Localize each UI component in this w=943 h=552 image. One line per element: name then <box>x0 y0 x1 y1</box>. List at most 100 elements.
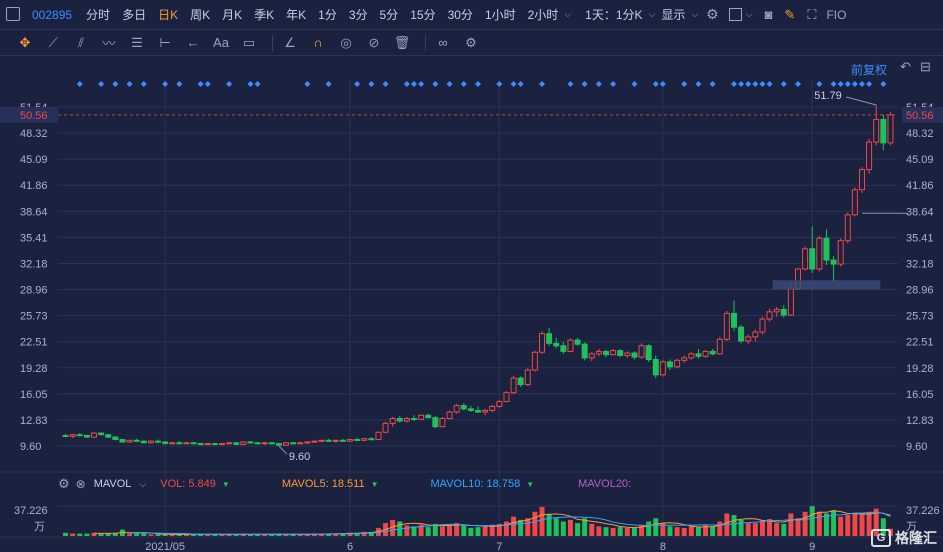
price-tick-right: 48.32 <box>906 128 934 140</box>
candle-body <box>560 345 567 352</box>
candle-body <box>745 336 752 342</box>
volume-tick-left: 37.226 <box>14 505 48 517</box>
chevron-down-icon[interactable]: ⌵ <box>139 478 147 489</box>
comment-icon[interactable]: ▭ <box>242 34 256 50</box>
volume-bar <box>77 533 83 536</box>
tab-timeframe-12[interactable]: 1小时 <box>484 8 516 22</box>
volume-bar <box>404 525 410 536</box>
tab-timeframe-9[interactable]: 5分 <box>379 8 399 22</box>
display-menu[interactable]: 显示 <box>661 8 686 22</box>
tab-timeframe-13[interactable]: 2小时 <box>527 8 559 22</box>
candle-body <box>688 353 695 359</box>
trash-icon[interactable]: 🗑 <box>393 34 411 50</box>
candle-body <box>155 440 161 443</box>
measure-tool-icon[interactable]: ⊢ <box>159 34 171 50</box>
tab-timeframe-6[interactable]: 年K <box>286 8 307 22</box>
crosshair-icon[interactable]: ✥ <box>19 34 31 50</box>
tab-timeframe-11[interactable]: 30分 <box>447 8 473 22</box>
tab-timeframe-3[interactable]: 周K <box>190 8 211 22</box>
candle-body <box>467 408 474 411</box>
event-marker <box>567 81 574 87</box>
tab-timeframe-10[interactable]: 15分 <box>410 8 436 22</box>
candle-body <box>837 240 844 265</box>
wave-tool-icon[interactable]: 〰 <box>102 36 116 51</box>
period-select[interactable]: 1天：1分K <box>585 8 643 22</box>
candle-body <box>517 377 524 386</box>
candle-body <box>873 118 880 143</box>
candle-body <box>489 405 496 411</box>
event-marker <box>204 81 211 87</box>
tab-timeframe-8[interactable]: 3分 <box>348 8 368 22</box>
sidebar-toggle-icon[interactable] <box>6 7 20 21</box>
x-tick-label: 9 <box>809 541 815 552</box>
candle-body <box>98 432 105 436</box>
candle-body <box>496 401 503 407</box>
chevron-down-icon[interactable]: ⌵ <box>564 9 572 19</box>
eye-icon[interactable]: ◎ <box>340 34 352 50</box>
volume-bar <box>660 523 666 536</box>
current-price-box-right <box>902 106 943 123</box>
chevron-down-icon[interactable]: ⌵ <box>648 9 656 19</box>
hide-icon[interactable]: ⊘ <box>368 34 380 50</box>
vol-down-icon: ▼ <box>221 479 230 489</box>
tab-timeframe-1[interactable]: 多日 <box>122 8 147 22</box>
channel-tool-icon[interactable]: ⫽ <box>78 34 84 50</box>
event-marker <box>816 81 823 87</box>
candle-body <box>290 442 297 445</box>
top-bar: 002895 分时 多日 日K 周K 月K 季K 年K 1分 3分 5分 15分… <box>0 0 943 30</box>
collapse-icon[interactable]: ⊟ <box>920 59 931 74</box>
chevron-down-icon[interactable]: ⌵ <box>745 9 753 19</box>
candle-body <box>332 439 339 442</box>
tab-timeframe-5[interactable]: 季K <box>254 8 275 22</box>
event-marker <box>659 81 666 87</box>
volume-bar <box>667 526 673 536</box>
adjust-mode-link[interactable]: 前复权 <box>851 63 888 77</box>
event-marker <box>745 81 752 87</box>
price-tick-left: 41.86 <box>20 180 48 192</box>
candle-body <box>339 439 346 442</box>
camera-icon[interactable]: ◙ <box>764 7 773 22</box>
toolbar-divider <box>272 34 273 51</box>
chevron-down-icon[interactable]: ⌵ <box>691 9 699 19</box>
tab-timeframe-2[interactable]: 日K <box>158 8 179 22</box>
line-tool-icon[interactable]: ⟋ <box>48 34 58 50</box>
fio-button[interactable]: FIO <box>826 7 847 22</box>
link-icon[interactable]: ∞ <box>438 35 448 50</box>
tab-timeframe-0[interactable]: 分时 <box>86 8 111 22</box>
event-marker <box>880 81 887 87</box>
volume-bar <box>738 519 744 536</box>
close-icon[interactable]: ⊗ <box>75 477 86 491</box>
event-marker <box>247 81 254 87</box>
volume-bar <box>852 513 858 536</box>
volume-bar <box>596 526 602 536</box>
arrow-tool-icon[interactable]: ← <box>186 35 200 50</box>
candle-body <box>766 311 773 320</box>
candle-body <box>531 351 538 371</box>
event-marker <box>140 81 147 87</box>
fullscreen-icon[interactable]: ⛶ <box>807 6 817 22</box>
ruler-icon[interactable]: ∠ <box>284 34 296 50</box>
stock-code[interactable]: 002895 <box>32 7 73 22</box>
event-marker <box>403 81 410 87</box>
checkbox-icon[interactable] <box>728 8 742 21</box>
fibonacci-tool-icon[interactable]: ☰ <box>131 34 143 50</box>
volume-bars <box>63 506 893 536</box>
tab-timeframe-7[interactable]: 1分 <box>318 8 337 22</box>
event-marker <box>709 81 716 87</box>
settings-icon[interactable]: ⚙ <box>58 476 70 491</box>
volume-bar <box>717 521 723 536</box>
event-marker <box>460 81 467 87</box>
volume-header: ⚙ ⊗ MAVOL ⌵ VOL: 5.849 ▼ MAVOL5: 18.511 … <box>0 474 943 494</box>
pencil-icon[interactable]: ✎ <box>784 6 796 22</box>
tab-timeframe-4[interactable]: 月K <box>222 8 243 22</box>
settings-icon[interactable]: ⚙ <box>706 6 719 22</box>
magnet-icon[interactable]: ∩ <box>313 35 323 50</box>
price-tick-left: 28.96 <box>20 285 48 297</box>
candle-body <box>403 418 410 422</box>
indicator-select[interactable]: MAVOL <box>93 478 132 490</box>
gear-icon[interactable]: ⚙ <box>465 34 477 50</box>
text-tool[interactable]: Aa <box>213 35 229 50</box>
volume-bar <box>646 521 652 536</box>
undo-icon[interactable]: ↶ <box>900 59 911 74</box>
